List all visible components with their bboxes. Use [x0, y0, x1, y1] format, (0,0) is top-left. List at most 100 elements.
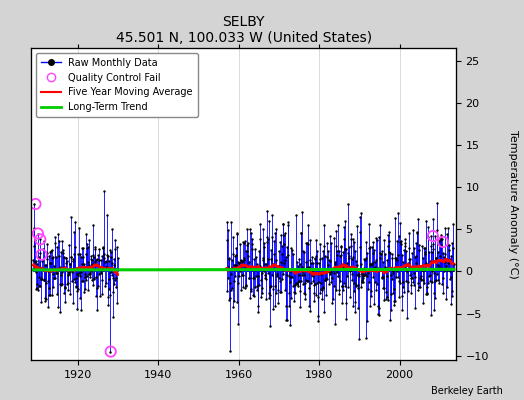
Point	[386, 250, 394, 256]
Point	[433, 199, 441, 206]
Point	[224, 275, 233, 281]
Point	[356, 261, 365, 267]
Point	[340, 223, 348, 230]
Point	[95, 256, 104, 263]
Point	[35, 254, 43, 260]
Point	[311, 281, 320, 287]
Point	[82, 251, 90, 257]
Point	[405, 256, 413, 262]
Point	[449, 245, 457, 251]
Point	[67, 214, 75, 220]
Point	[51, 240, 59, 246]
Point	[76, 272, 84, 279]
Point	[83, 273, 91, 279]
Point	[371, 258, 379, 265]
Point	[88, 260, 96, 267]
Point	[287, 245, 296, 251]
Point	[45, 285, 53, 292]
Point	[335, 291, 343, 297]
Point	[223, 264, 232, 270]
Point	[445, 247, 453, 253]
Point	[310, 298, 318, 305]
Point	[82, 277, 91, 283]
Point	[54, 253, 63, 260]
Point	[276, 288, 285, 295]
Point	[71, 219, 80, 225]
Point	[438, 258, 446, 264]
Point	[73, 306, 81, 312]
Point	[412, 253, 421, 259]
Point	[37, 276, 45, 282]
Point	[442, 296, 450, 302]
Point	[425, 278, 434, 284]
Point	[432, 277, 440, 284]
Point	[363, 249, 371, 256]
Point	[242, 283, 250, 289]
Point	[315, 279, 324, 286]
Point	[423, 290, 431, 297]
Point	[256, 263, 265, 269]
Point	[305, 285, 313, 291]
Point	[381, 264, 389, 270]
Point	[288, 266, 297, 272]
Point	[292, 279, 300, 286]
Point	[68, 266, 76, 273]
Point	[110, 256, 118, 263]
Point	[302, 277, 311, 283]
Point	[448, 293, 456, 299]
Point	[43, 278, 52, 284]
Point	[397, 238, 406, 244]
Point	[316, 256, 325, 263]
Point	[34, 261, 42, 268]
Point	[299, 280, 308, 287]
Point	[98, 277, 106, 283]
Point	[265, 290, 274, 296]
Point	[359, 278, 367, 285]
Point	[370, 265, 379, 271]
Point	[283, 222, 292, 228]
Point	[449, 220, 457, 227]
Point	[111, 237, 119, 244]
Point	[74, 251, 82, 257]
Point	[298, 272, 306, 278]
Point	[299, 268, 307, 275]
Point	[44, 304, 52, 310]
Point	[260, 240, 268, 246]
Point	[360, 265, 368, 271]
Point	[42, 250, 51, 256]
Point	[91, 259, 100, 265]
Point	[423, 284, 432, 291]
Point	[383, 272, 391, 279]
Point	[340, 280, 348, 286]
Point	[413, 266, 421, 272]
Point	[86, 273, 94, 280]
Point	[395, 294, 403, 300]
Point	[261, 274, 270, 281]
Point	[269, 306, 278, 312]
Point	[281, 257, 289, 264]
Point	[326, 233, 334, 239]
Point	[312, 291, 321, 298]
Point	[252, 273, 260, 279]
Point	[434, 262, 443, 268]
Point	[59, 250, 68, 256]
Point	[446, 301, 455, 307]
Point	[383, 257, 391, 263]
Point	[441, 258, 450, 265]
Point	[64, 271, 73, 277]
Point	[335, 278, 344, 284]
Point	[108, 260, 116, 267]
Point	[357, 271, 366, 277]
Point	[83, 244, 92, 251]
Point	[248, 266, 257, 272]
Point	[228, 234, 237, 240]
Point	[36, 236, 44, 243]
Point	[397, 252, 406, 258]
Point	[433, 271, 442, 278]
Point	[302, 240, 311, 246]
Point	[319, 285, 327, 291]
Point	[64, 280, 72, 286]
Point	[100, 188, 108, 194]
Point	[61, 299, 70, 306]
Point	[58, 238, 67, 244]
